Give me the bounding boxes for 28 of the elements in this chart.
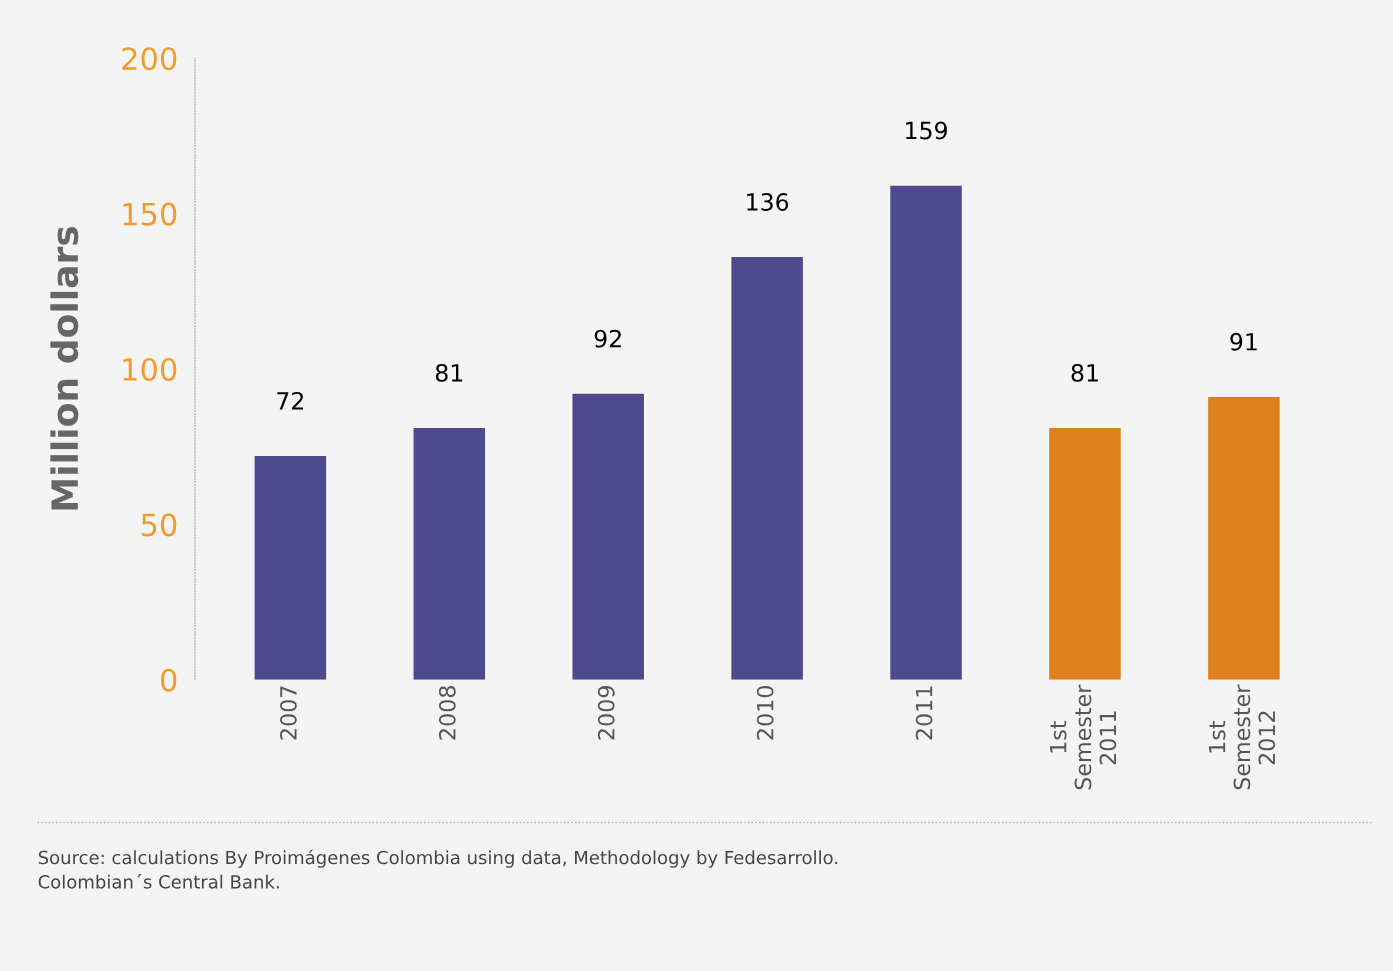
x-tick-label: 1st Semester 2012 — [1208, 684, 1276, 790]
y-tick-label: 150 — [123, 202, 177, 226]
y-tick-label: 0 — [160, 668, 177, 692]
data-label: 92 — [594, 329, 621, 348]
bar — [413, 428, 486, 680]
data-label: 81 — [435, 363, 463, 382]
data-label: 72 — [277, 391, 304, 410]
y-tick-label: 50 — [141, 513, 177, 537]
y-axis-title: Million dollars — [50, 226, 79, 510]
data-label: 91 — [1230, 332, 1257, 351]
x-tick-label: 2009 — [597, 686, 615, 740]
data-label: 136 — [747, 193, 789, 211]
x-tick-label: 2010 — [756, 686, 774, 740]
data-label: 81 — [1071, 363, 1098, 382]
x-tick-label: 1st Semester 2011 — [1050, 684, 1117, 790]
bar — [1049, 428, 1121, 680]
data-label: 159 — [906, 121, 947, 140]
source-note: Source: calculations By Proimágenes Colombia using data, Methodology by Fedesarrollo. Colombian´s Central Bank. — [38, 849, 838, 889]
y-tick-label: 200 — [122, 47, 177, 71]
bar — [890, 185, 962, 680]
bar — [731, 257, 803, 680]
bar — [572, 393, 644, 680]
bar — [254, 455, 327, 680]
bar — [1208, 396, 1280, 680]
x-tick-label: 2007 — [280, 686, 297, 740]
y-tick-label: 100 — [123, 357, 177, 382]
x-tick-label: 2011 — [915, 686, 933, 740]
x-tick-label: 2008 — [438, 686, 456, 740]
